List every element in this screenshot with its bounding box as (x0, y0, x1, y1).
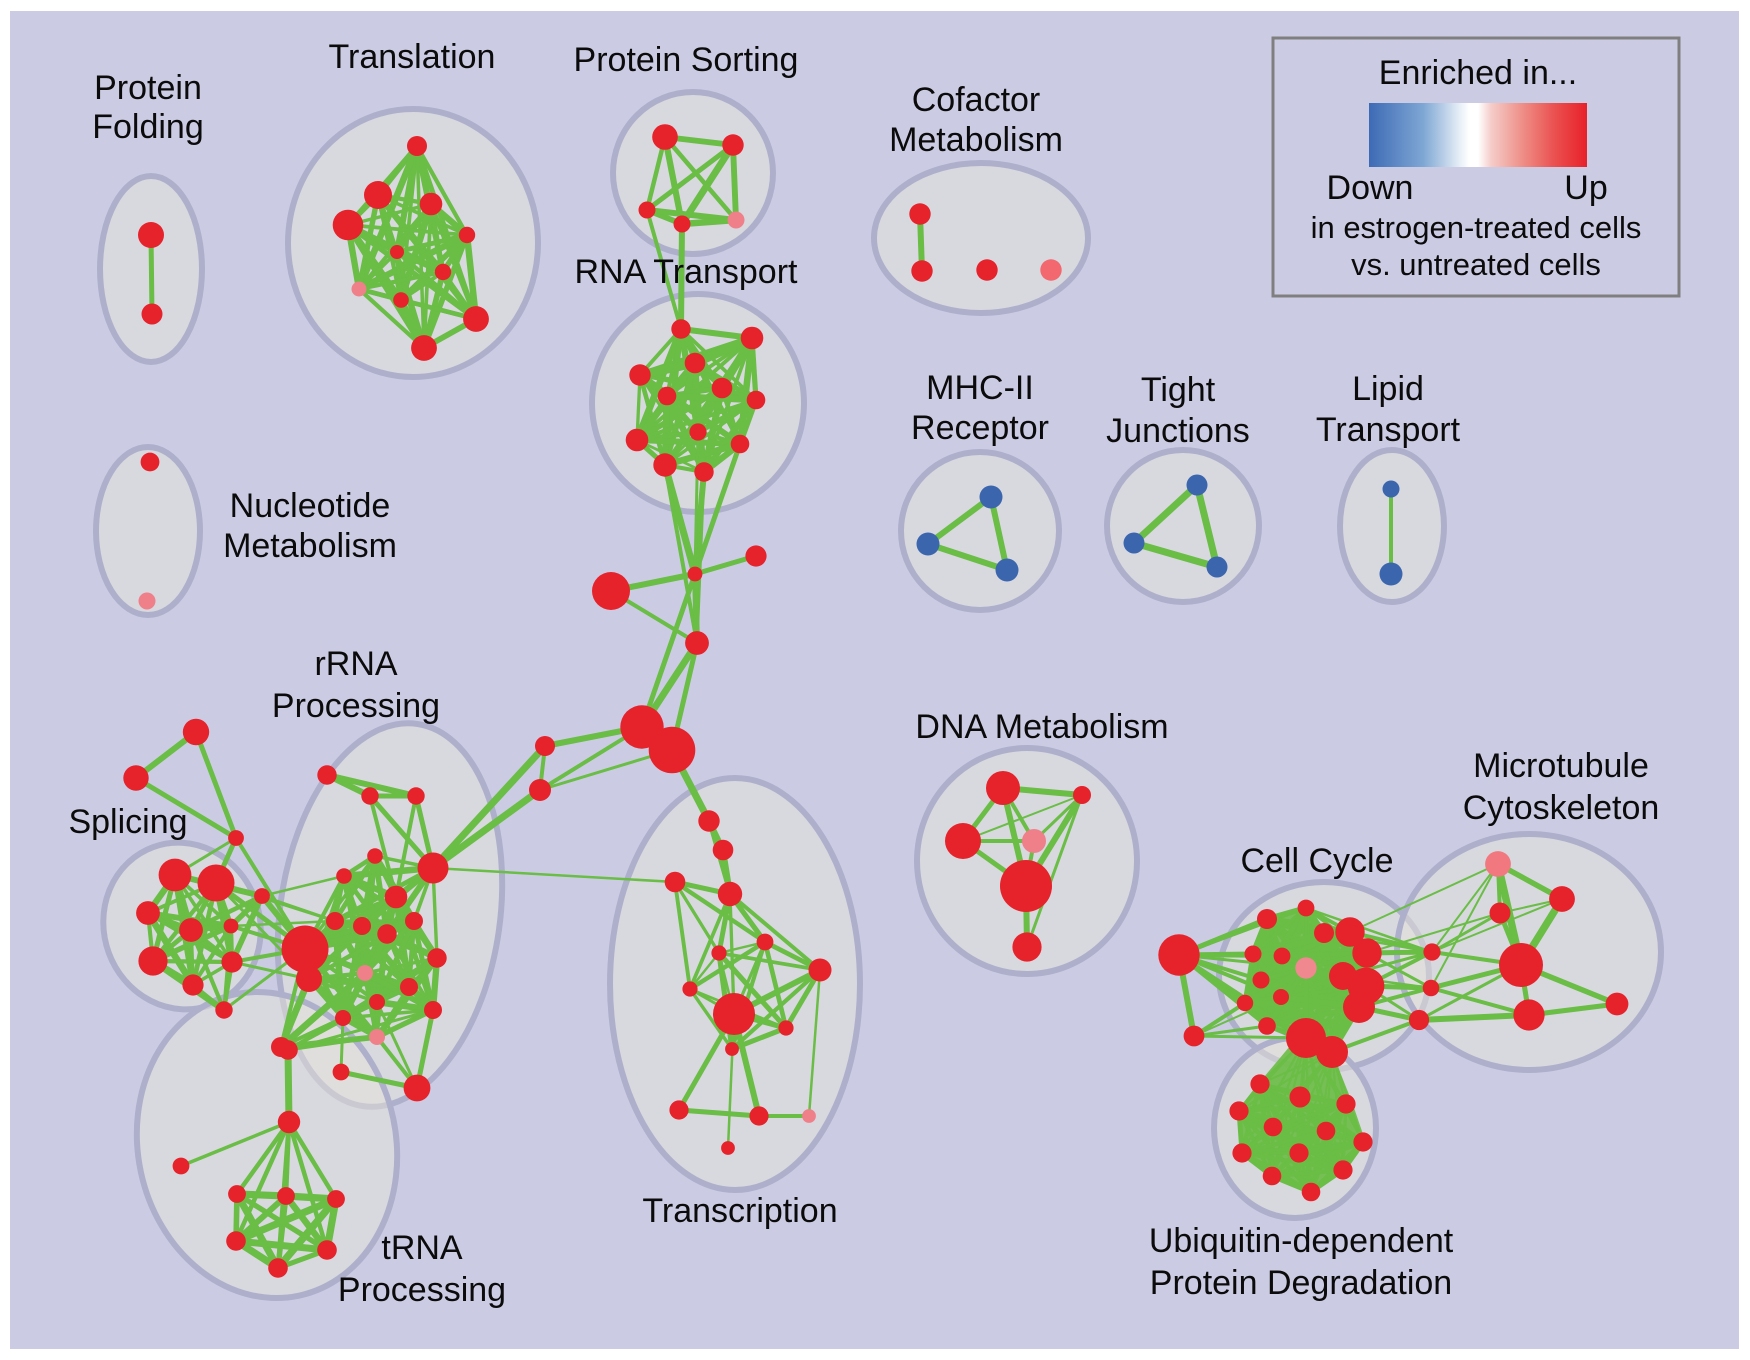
svg-text:Transport: Transport (1316, 411, 1461, 449)
svg-text:Cofactor: Cofactor (912, 81, 1041, 119)
svg-text:Metabolism: Metabolism (223, 527, 397, 565)
svg-text:Splicing: Splicing (68, 803, 187, 841)
svg-text:Down: Down (1327, 169, 1414, 207)
svg-text:Up: Up (1564, 169, 1607, 207)
svg-text:Processing: Processing (338, 1271, 506, 1309)
svg-text:MHC-II: MHC-II (926, 369, 1034, 407)
svg-text:Receptor: Receptor (911, 409, 1049, 447)
svg-text:Tight: Tight (1141, 371, 1216, 409)
svg-text:Translation: Translation (329, 38, 496, 76)
svg-text:Cytoskeleton: Cytoskeleton (1463, 789, 1660, 827)
svg-text:tRNA: tRNA (381, 1229, 463, 1267)
svg-text:vs. untreated cells: vs. untreated cells (1351, 247, 1601, 282)
svg-text:Folding: Folding (92, 108, 204, 146)
svg-text:in estrogen-treated cells: in estrogen-treated cells (1311, 210, 1642, 245)
svg-text:Processing: Processing (272, 687, 440, 725)
svg-text:Nucleotide: Nucleotide (230, 487, 391, 525)
svg-text:Protein: Protein (94, 69, 202, 107)
svg-text:Cell Cycle: Cell Cycle (1240, 842, 1393, 880)
svg-text:Metabolism: Metabolism (889, 121, 1063, 159)
svg-text:Lipid: Lipid (1352, 370, 1424, 408)
svg-text:Protein Sorting: Protein Sorting (574, 41, 799, 79)
svg-text:Ubiquitin-dependent: Ubiquitin-dependent (1149, 1222, 1454, 1260)
svg-text:DNA Metabolism: DNA Metabolism (915, 708, 1168, 746)
svg-text:Transcription: Transcription (642, 1192, 837, 1230)
svg-text:RNA Transport: RNA Transport (575, 253, 799, 291)
svg-text:Microtubule: Microtubule (1473, 747, 1649, 785)
svg-text:Junctions: Junctions (1106, 412, 1250, 450)
svg-text:Protein Degradation: Protein Degradation (1150, 1264, 1452, 1302)
svg-text:rRNA: rRNA (314, 645, 397, 683)
svg-text:Enriched in...: Enriched in... (1379, 54, 1577, 92)
